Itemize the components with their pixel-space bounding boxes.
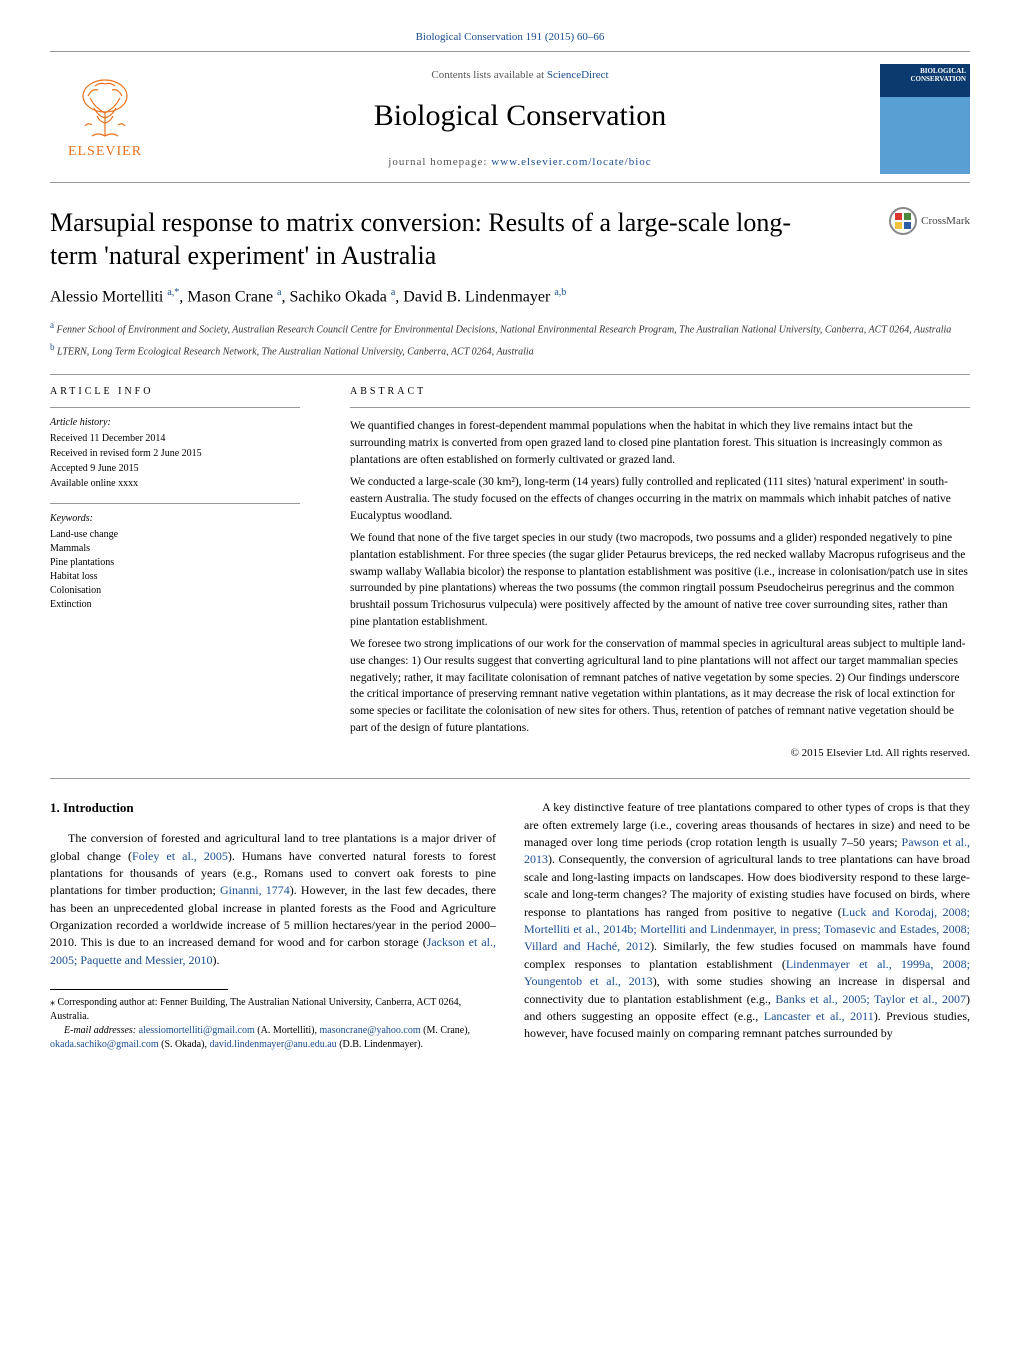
divider: [50, 374, 970, 375]
history-line: Accepted 9 June 2015: [50, 462, 300, 476]
email-label: E-mail addresses:: [64, 1025, 139, 1036]
intro-paragraph-1: The conversion of forested and agricultu…: [50, 830, 496, 969]
text: ).: [213, 953, 220, 967]
sciencedirect-link[interactable]: ScienceDirect: [547, 69, 609, 81]
left-column: 1. Introduction The conversion of forest…: [50, 799, 496, 1052]
body-columns: 1. Introduction The conversion of forest…: [50, 799, 970, 1052]
citation-link[interactable]: Foley et al., 2005: [132, 849, 228, 863]
abstract-paragraph: We quantified changes in forest-dependen…: [350, 418, 970, 468]
authors-line: Alessio Mortelliti a,*, Mason Crane a, S…: [50, 286, 970, 309]
article-history-label: Article history:: [50, 416, 300, 430]
affiliation: a Fenner School of Environment and Socie…: [50, 319, 970, 337]
article-info-block: article info Article history: Received 1…: [50, 385, 300, 763]
divider: [350, 407, 970, 408]
intro-paragraph-2: A key distinctive feature of tree planta…: [524, 799, 970, 1042]
citation-link[interactable]: Ginanni, 1774: [220, 883, 290, 897]
author-email-name: (D.B. Lindenmayer).: [337, 1039, 423, 1050]
journal-header-center: Contents lists available at ScienceDirec…: [160, 68, 880, 171]
journal-header: ELSEVIER Contents lists available at Sci…: [50, 64, 970, 183]
abstract-paragraph: We found that none of the five target sp…: [350, 530, 970, 630]
right-column: A key distinctive feature of tree planta…: [524, 799, 970, 1052]
meta-abstract-row: article info Article history: Received 1…: [50, 385, 970, 780]
footnote-divider: [50, 989, 228, 990]
divider: [50, 503, 300, 504]
divider: [50, 51, 970, 52]
citation-link[interactable]: Lancaster et al., 2011: [764, 1009, 874, 1023]
abstract-heading: abstract: [350, 385, 970, 400]
crossmark-label: CrossMark: [921, 214, 970, 229]
author-email-name: (A. Mortelliti),: [255, 1025, 320, 1036]
contents-prefix: Contents lists available at: [431, 69, 546, 81]
keyword: Mammals: [50, 542, 300, 556]
abstract-paragraph: We foresee two strong implications of ou…: [350, 636, 970, 736]
author-email-link[interactable]: okada.sachiko@gmail.com: [50, 1039, 159, 1050]
crossmark-badge[interactable]: CrossMark: [889, 207, 970, 235]
history-line: Received in revised form 2 June 2015: [50, 447, 300, 461]
homepage-prefix: journal homepage:: [388, 156, 491, 168]
author-email-link[interactable]: masoncrane@yahoo.com: [319, 1025, 420, 1036]
keywords-label: Keywords:: [50, 512, 300, 526]
introduction-heading: 1. Introduction: [50, 799, 496, 818]
author-email-name: (S. Okada),: [159, 1039, 210, 1050]
abstract-block: abstract We quantified changes in forest…: [350, 385, 970, 763]
history-line: Available online xxxx: [50, 477, 300, 491]
publisher-name: ELSEVIER: [68, 142, 142, 162]
citation-link[interactable]: Banks et al., 2005; Taylor et al., 2007: [775, 992, 966, 1006]
title-row: Marsupial response to matrix conversion:…: [50, 207, 970, 272]
corresponding-author-text: ⁎ Corresponding author at: Fenner Buildi…: [50, 996, 496, 1024]
divider: [50, 407, 300, 408]
email-addresses-line: E-mail addresses: alessiomortelliti@gmai…: [50, 1024, 496, 1052]
article-info-heading: article info: [50, 385, 300, 399]
elsevier-tree-icon: [70, 78, 140, 138]
journal-cover-thumbnail: BIOLOGICAL CONSERVATION: [880, 64, 970, 174]
article-title: Marsupial response to matrix conversion:…: [50, 207, 830, 272]
keyword: Land-use change: [50, 528, 300, 542]
journal-name: Biological Conservation: [160, 95, 880, 137]
running-citation: Biological Conservation 191 (2015) 60–66: [50, 30, 970, 45]
cover-title: BIOLOGICAL CONSERVATION: [880, 68, 966, 83]
author-email-link[interactable]: alessiomortelliti@gmail.com: [139, 1025, 255, 1036]
affiliation: b LTERN, Long Term Ecological Research N…: [50, 341, 970, 359]
journal-homepage-line: journal homepage: www.elsevier.com/locat…: [160, 155, 880, 170]
author-email-link[interactable]: david.lindenmayer@anu.edu.au: [209, 1039, 336, 1050]
keyword: Colonisation: [50, 584, 300, 598]
keyword: Habitat loss: [50, 570, 300, 584]
contents-available-line: Contents lists available at ScienceDirec…: [160, 68, 880, 83]
journal-homepage-link[interactable]: www.elsevier.com/locate/bioc: [491, 156, 651, 168]
corresponding-author-footnote: ⁎ Corresponding author at: Fenner Buildi…: [50, 996, 496, 1052]
keyword: Extinction: [50, 598, 300, 612]
publisher-logo: ELSEVIER: [50, 69, 160, 169]
crossmark-icon: [889, 207, 917, 235]
history-line: Received 11 December 2014: [50, 432, 300, 446]
abstract-paragraph: We conducted a large-scale (30 km²), lon…: [350, 474, 970, 524]
copyright-line: © 2015 Elsevier Ltd. All rights reserved…: [350, 746, 970, 762]
keyword: Pine plantations: [50, 556, 300, 570]
author-email-name: (M. Crane),: [421, 1025, 470, 1036]
